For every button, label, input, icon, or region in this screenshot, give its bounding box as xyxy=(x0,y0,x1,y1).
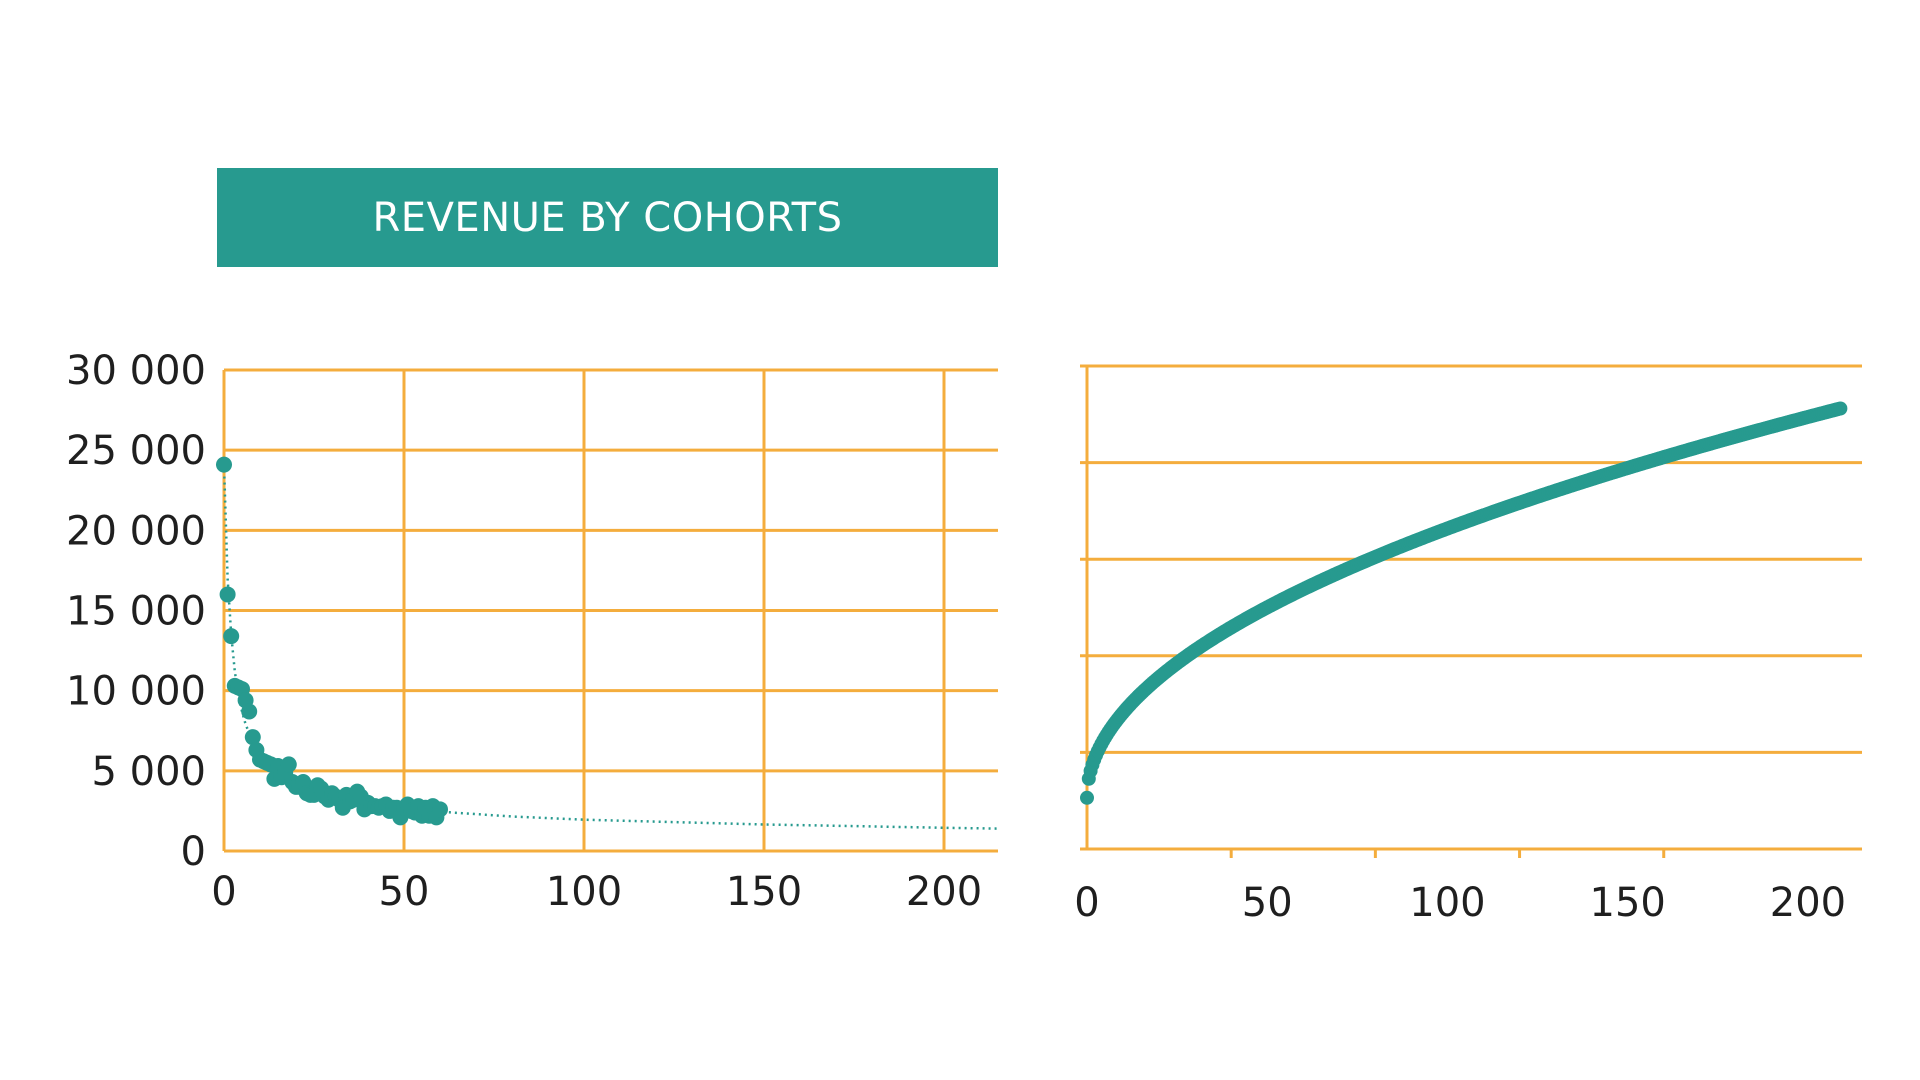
chart-title: REVENUE BY COHORTS xyxy=(372,194,843,241)
curve-point xyxy=(1833,401,1848,416)
y-tick-label: 10 000 xyxy=(66,669,206,715)
title-banner: REVENUE BY COHORTS xyxy=(217,168,998,267)
x-tick-label: 200 xyxy=(1770,880,1846,926)
x-tick-label: 100 xyxy=(546,869,622,915)
x-tick-label: 100 xyxy=(1409,880,1485,926)
y-tick-label: 15 000 xyxy=(66,589,206,635)
x-tick-label: 200 xyxy=(906,869,982,915)
y-tick-label: 30 000 xyxy=(66,348,206,394)
x-tick-label: 150 xyxy=(726,869,802,915)
trend-line xyxy=(222,464,999,830)
data-point xyxy=(244,729,261,746)
data-point xyxy=(216,456,232,473)
x-tick-label: 0 xyxy=(1074,880,1099,926)
data-point xyxy=(280,756,297,773)
y-tick-label: 5 000 xyxy=(91,749,206,795)
x-tick-label: 0 xyxy=(211,869,236,915)
x-tick-label: 50 xyxy=(379,869,430,915)
x-tick-label: 50 xyxy=(1242,880,1293,926)
data-point xyxy=(219,586,236,603)
data-point xyxy=(223,628,240,645)
y-tick-label: 20 000 xyxy=(66,508,206,554)
y-tick-label: 25 000 xyxy=(66,428,206,474)
x-tick-label: 150 xyxy=(1590,880,1666,926)
y-tick-label: 0 xyxy=(181,829,206,875)
curve-point xyxy=(1080,790,1094,805)
data-point xyxy=(241,703,258,720)
data-point xyxy=(432,801,448,818)
